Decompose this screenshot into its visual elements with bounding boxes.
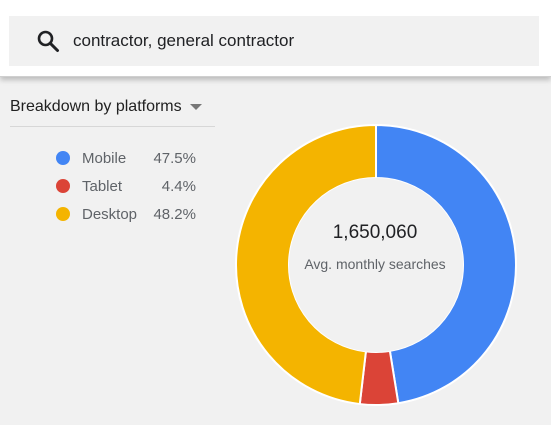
total-searches-value: 1,650,060	[332, 222, 418, 243]
legend-item-desktop: Desktop 48.2%	[56, 200, 196, 228]
legend-value-desktop: 48.2%	[153, 205, 196, 223]
legend-dot-desktop	[56, 207, 70, 221]
total-searches-label: Avg. monthly searches	[304, 256, 446, 272]
donut-hole	[289, 178, 463, 352]
legend-label-desktop: Desktop	[82, 205, 138, 223]
breakdown-label: Breakdown by platforms	[10, 98, 182, 115]
search-input[interactable]	[73, 31, 503, 51]
legend-value-mobile: 47.5%	[153, 149, 196, 167]
legend-item-mobile: Mobile 47.5%	[56, 144, 196, 172]
legend-dot-tablet	[56, 179, 70, 193]
platform-donut-chart	[235, 124, 517, 406]
search-header	[0, 0, 551, 77]
legend-value-tablet: 4.4%	[161, 177, 196, 195]
caret-down-icon[interactable]	[189, 104, 202, 110]
chart-legend: Mobile 47.5% Tablet 4.4% Desktop 48.2%	[56, 144, 196, 228]
legend-dot-mobile	[56, 151, 70, 165]
search-box[interactable]	[9, 16, 539, 66]
search-icon[interactable]	[35, 28, 61, 54]
legend-item-tablet: Tablet 4.4%	[56, 172, 196, 200]
legend-label-tablet: Tablet	[82, 177, 123, 195]
platform-breakdown-dropdown[interactable]: Breakdown by platforms	[10, 96, 215, 127]
legend-label-mobile: Mobile	[82, 149, 127, 167]
